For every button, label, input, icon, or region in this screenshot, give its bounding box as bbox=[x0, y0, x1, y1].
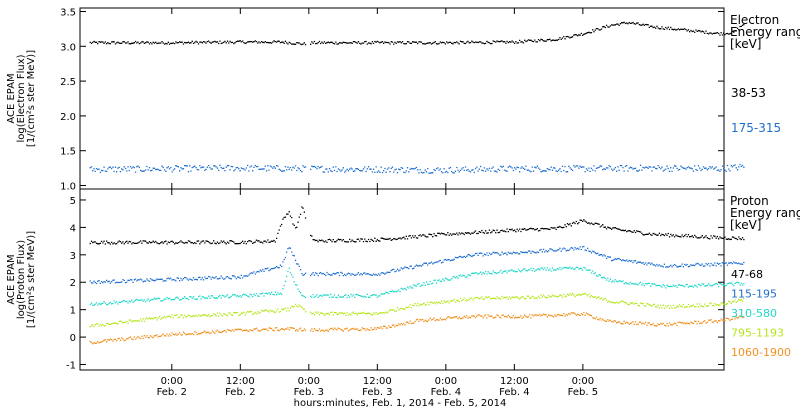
legend-title-proton: Energy range bbox=[730, 206, 800, 220]
y-tick-label: 2.0 bbox=[60, 112, 76, 123]
plot-frame-electron bbox=[79, 7, 725, 190]
x-tick-time: 0:00 bbox=[435, 376, 457, 387]
series-points-310-580 bbox=[89, 266, 745, 306]
legend-title-electron: Electron bbox=[730, 13, 779, 27]
y-tick-label: 5 bbox=[70, 196, 76, 207]
y-axis-title-line: log(Proton Flux) bbox=[16, 240, 27, 319]
legend-entry-795-1193: 795-1193 bbox=[731, 327, 784, 340]
legend-entry-47-68: 47-68 bbox=[731, 268, 763, 281]
series-points-795-1193 bbox=[89, 292, 745, 328]
y-tick-label: -1 bbox=[66, 361, 76, 372]
series-1060-1900 bbox=[89, 311, 745, 345]
series-points-47-68 bbox=[89, 206, 745, 245]
series-175-315 bbox=[89, 163, 745, 174]
series-points-38-53 bbox=[89, 21, 745, 46]
y-tick-label: 1.5 bbox=[60, 147, 76, 158]
x-tick-time: 12:00 bbox=[363, 376, 392, 387]
legend-title-electron: [keV] bbox=[730, 37, 761, 51]
x-tick-time: 0:00 bbox=[572, 376, 594, 387]
y-tick-label: 4 bbox=[70, 223, 76, 234]
x-tick-time: 0:00 bbox=[298, 376, 320, 387]
legend-title-proton: [keV] bbox=[730, 218, 761, 232]
x-tick-time: 12:00 bbox=[226, 376, 255, 387]
x-tick-date: Feb. 2 bbox=[157, 387, 187, 398]
plot-frame-proton bbox=[79, 188, 725, 371]
y-axis-title-line: log(Electron Flux) bbox=[16, 54, 27, 142]
y-tick-label: 2.5 bbox=[60, 77, 76, 88]
x-tick-time: 0:00 bbox=[161, 376, 183, 387]
legend-entry-175-315: 175-315 bbox=[731, 121, 781, 135]
x-tick-time: 12:00 bbox=[500, 376, 529, 387]
legend-entry-1060-1900: 1060-1900 bbox=[731, 346, 791, 359]
x-tick-date: Feb. 2 bbox=[225, 387, 255, 398]
x-tick-date: Feb. 3 bbox=[294, 387, 324, 398]
legend-title-electron: Energy range bbox=[730, 25, 800, 39]
series-points-175-315 bbox=[89, 163, 745, 174]
x-tick-date: Feb. 5 bbox=[568, 387, 598, 398]
proton-flux-panel: -1 0 1 2 3 4 5 ACE EPAM log(Proton Flux) [1/(cm²s… bbox=[6, 188, 745, 372]
series-points-1060-1900 bbox=[89, 311, 745, 345]
y-axis-title-line: ACE EPAM bbox=[6, 73, 17, 123]
legend-entry-115-195: 115-195 bbox=[731, 288, 777, 301]
legend-title-proton: Proton bbox=[730, 194, 769, 208]
y-axis-title-line: [1/(cm²s ster MeV)] bbox=[26, 50, 37, 147]
series-47-68 bbox=[89, 206, 745, 245]
y-axis-title-line: ACE EPAM bbox=[6, 254, 17, 304]
series-310-580 bbox=[89, 266, 745, 306]
legend-entry-38-53: 38-53 bbox=[731, 86, 766, 100]
series-38-53 bbox=[89, 21, 745, 46]
series-795-1193 bbox=[89, 292, 745, 328]
y-tick-label: 2 bbox=[70, 278, 76, 289]
y-tick-label: 1 bbox=[70, 306, 76, 317]
x-tick-date: Feb. 4 bbox=[499, 387, 529, 398]
x-tick-date: Feb. 4 bbox=[431, 387, 461, 398]
legend-entry-310-580: 310-580 bbox=[731, 307, 777, 320]
y-tick-label: 0 bbox=[70, 333, 76, 344]
series-115-195 bbox=[89, 245, 745, 285]
y-tick-label: 1.0 bbox=[60, 182, 76, 193]
y-tick-label: 3.5 bbox=[60, 7, 76, 18]
y-axis-title-line: [1/(cm²s ster MeV)] bbox=[26, 231, 37, 328]
y-tick-label: 3.0 bbox=[60, 42, 76, 53]
x-axis-title: hours:minutes, Feb. 1, 2014 - Feb. 5, 20… bbox=[294, 398, 507, 409]
electron-flux-panel: 1.0 1.5 2.0 2.5 3.0 3.5 ACE EPAM log(Electron F… bbox=[6, 7, 745, 193]
series-points-115-195 bbox=[89, 245, 745, 285]
x-tick-date: Feb. 3 bbox=[362, 387, 392, 398]
y-tick-label: 3 bbox=[70, 251, 76, 262]
